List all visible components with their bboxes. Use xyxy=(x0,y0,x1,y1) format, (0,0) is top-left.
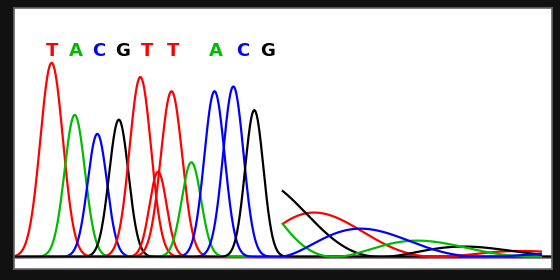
Text: G: G xyxy=(115,42,130,60)
Text: T: T xyxy=(166,42,179,60)
Text: A: A xyxy=(209,42,222,60)
Text: C: C xyxy=(92,42,106,60)
Text: C: C xyxy=(236,42,249,60)
Text: T: T xyxy=(45,42,58,60)
Text: A: A xyxy=(69,42,83,60)
Text: G: G xyxy=(260,42,275,60)
Text: T: T xyxy=(141,42,153,60)
